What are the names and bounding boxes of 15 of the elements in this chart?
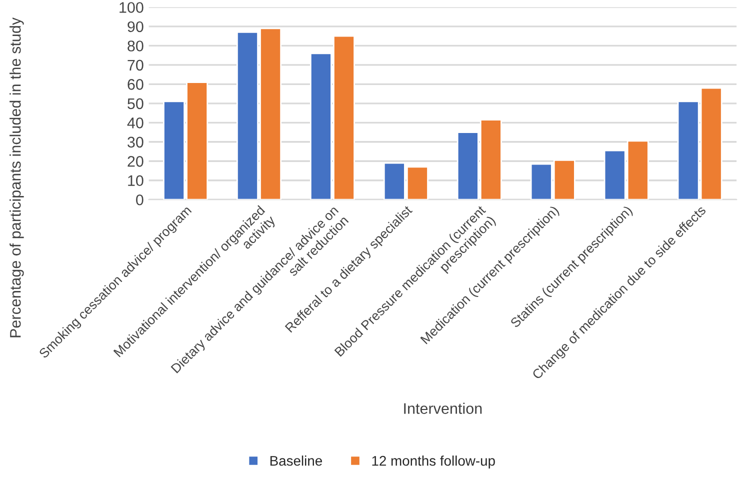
y-tick-label: 90 (128, 21, 144, 32)
y-tick-label: 100 (120, 2, 144, 13)
y-tick-label: 70 (128, 60, 144, 71)
y-tick-label: 40 (127, 118, 144, 128)
y-tick-label: 20 (128, 156, 144, 167)
legend-label: 12 months follow-up (372, 456, 495, 468)
x-axis-title: Intervention (404, 402, 482, 414)
y-tick-label: 30 (128, 136, 144, 148)
y-tick-label: 0 (136, 194, 144, 206)
legend-label: Baseline (270, 456, 322, 466)
y-tick-label: 80 (128, 40, 144, 52)
y-tick-label: 60 (128, 79, 144, 90)
y-axis-title: Percentage of participants included in the study (10, 17, 24, 338)
y-tick-label: 50 (128, 98, 144, 110)
y-tick-label: 10 (128, 175, 144, 186)
